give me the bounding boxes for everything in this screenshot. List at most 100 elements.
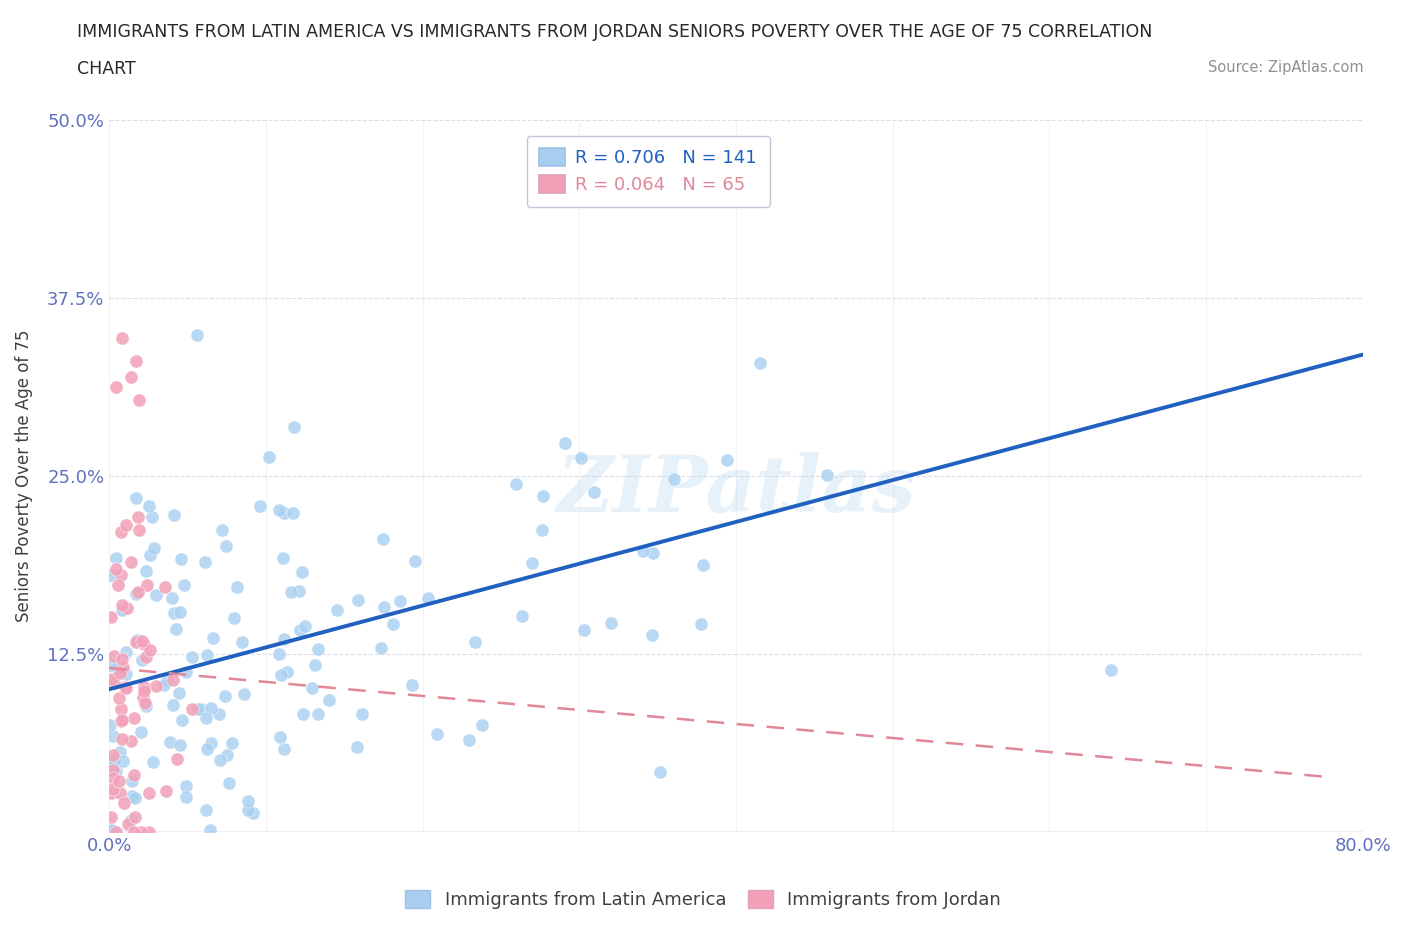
Point: [401, 678, 423, 693]
Point: [107, 661, 129, 676]
Point: [145, 679, 167, 694]
Point: [583, 485, 606, 499]
Point: [138, 499, 160, 514]
Point: [125, 587, 148, 602]
Point: [271, 551, 294, 565]
Point: [221, 736, 243, 751]
Point: [110, 714, 132, 729]
Point: [195, 803, 218, 817]
Point: [111, 602, 134, 617]
Point: [181, 701, 204, 716]
Point: [283, 419, 305, 434]
Point: [242, 805, 264, 820]
Point: [163, 507, 186, 522]
Point: [301, 681, 323, 696]
Point: [307, 707, 329, 722]
Point: [110, 567, 132, 582]
Point: [103, 758, 125, 773]
Text: ZIPatlas: ZIPatlas: [557, 452, 915, 528]
Point: [121, 774, 143, 789]
Point: [142, 540, 165, 555]
Point: [114, 680, 136, 695]
Point: [200, 823, 222, 838]
Point: [115, 681, 138, 696]
Point: [257, 449, 280, 464]
Point: [458, 733, 481, 748]
Point: [662, 472, 685, 486]
Point: [211, 523, 233, 538]
Point: [280, 585, 302, 600]
Point: [98, 567, 121, 582]
Point: [103, 675, 125, 690]
Legend: Immigrants from Latin America, Immigrants from Jordan: Immigrants from Latin America, Immigrant…: [398, 884, 1008, 916]
Point: [107, 578, 129, 592]
Point: [373, 532, 395, 547]
Point: [104, 379, 127, 394]
Point: [153, 677, 176, 692]
Point: [716, 453, 738, 468]
Point: [127, 510, 149, 525]
Point: [122, 824, 145, 839]
Point: [120, 733, 142, 748]
Point: [172, 712, 194, 727]
Point: [104, 753, 127, 768]
Point: [108, 744, 131, 759]
Point: [169, 604, 191, 619]
Point: [135, 564, 157, 578]
Legend: R = 0.706   N = 141, R = 0.064   N = 65: R = 0.706 N = 141, R = 0.064 N = 65: [527, 136, 769, 206]
Point: [129, 724, 152, 739]
Point: [641, 545, 664, 560]
Point: [214, 688, 236, 703]
Point: [209, 752, 232, 767]
Point: [464, 635, 486, 650]
Point: [111, 731, 134, 746]
Point: [100, 610, 122, 625]
Point: [505, 477, 527, 492]
Point: [155, 784, 177, 799]
Point: [131, 633, 153, 648]
Point: [201, 631, 224, 645]
Point: [276, 664, 298, 679]
Point: [249, 498, 271, 513]
Point: [108, 691, 131, 706]
Point: [689, 617, 711, 631]
Point: [134, 696, 156, 711]
Point: [100, 658, 122, 672]
Point: [346, 592, 368, 607]
Point: [112, 659, 135, 674]
Point: [815, 467, 838, 482]
Point: [416, 591, 439, 605]
Point: [127, 585, 149, 600]
Point: [110, 713, 132, 728]
Point: [135, 698, 157, 713]
Point: [120, 555, 142, 570]
Point: [288, 622, 311, 637]
Point: [170, 551, 193, 566]
Point: [139, 643, 162, 658]
Point: [531, 523, 554, 538]
Point: [633, 543, 655, 558]
Point: [128, 523, 150, 538]
Point: [159, 735, 181, 750]
Point: [174, 778, 197, 793]
Point: [153, 579, 176, 594]
Point: [115, 601, 138, 616]
Point: [304, 658, 326, 672]
Point: [749, 355, 772, 370]
Point: [381, 617, 404, 631]
Point: [388, 593, 411, 608]
Point: [138, 785, 160, 800]
Point: [124, 790, 146, 805]
Point: [112, 795, 135, 810]
Point: [426, 726, 449, 741]
Point: [291, 565, 314, 579]
Point: [225, 579, 247, 594]
Point: [569, 451, 592, 466]
Point: [692, 557, 714, 572]
Point: [101, 763, 124, 777]
Point: [141, 509, 163, 524]
Point: [101, 770, 124, 785]
Point: [232, 686, 254, 701]
Point: [132, 680, 155, 695]
Point: [326, 603, 349, 618]
